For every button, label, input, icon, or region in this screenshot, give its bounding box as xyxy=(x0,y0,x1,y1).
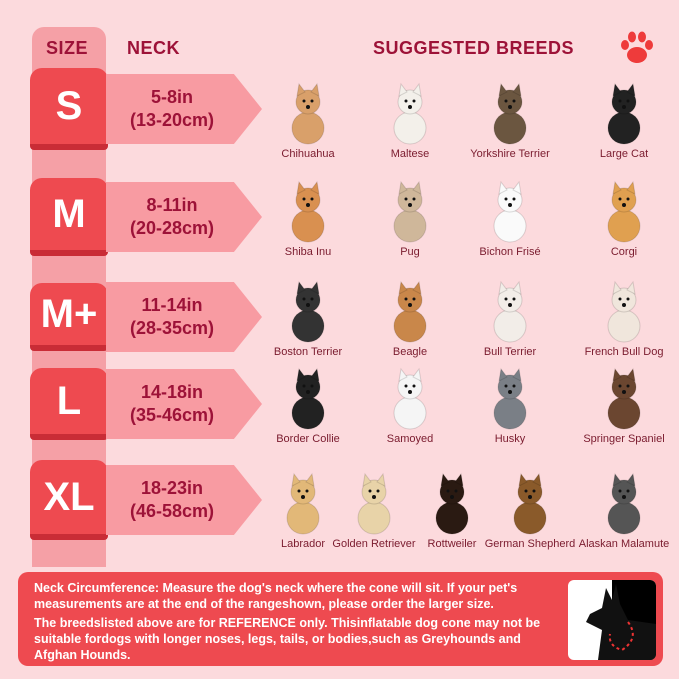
neck-range: 18-23in (46-58cm) xyxy=(106,465,262,535)
breed-name: Border Collie xyxy=(276,433,340,445)
breed-item: Pug xyxy=(355,180,465,258)
breed-item: Samoyed xyxy=(355,367,465,445)
dog-photo xyxy=(607,472,641,535)
neck-range-in: 14-18in xyxy=(140,382,204,402)
size-label: M+ xyxy=(40,291,98,336)
breed-item: Border Collie xyxy=(253,367,363,445)
dog-photo xyxy=(493,367,527,430)
breed-name: Chihuahua xyxy=(281,148,335,160)
breed-item: French Bull Dog xyxy=(569,280,679,358)
dog-photo xyxy=(393,82,427,145)
dog-photo xyxy=(493,180,527,243)
neck-range-cm: (35-46cm) xyxy=(129,405,215,425)
paw-icon xyxy=(621,31,653,63)
breed-name: German Shepherd xyxy=(484,538,576,550)
dog-photo xyxy=(607,280,641,343)
size-label: L xyxy=(56,378,82,423)
breed-name: Boston Terrier xyxy=(273,346,343,358)
size-label: M xyxy=(52,191,86,236)
breed-item: Husky xyxy=(455,367,565,445)
breed-item: Springer Spaniel xyxy=(569,367,679,445)
breed-item: German Shepherd xyxy=(475,472,585,550)
breed-item: Alaskan Malamute xyxy=(569,472,679,550)
breed-name: Bull Terrier xyxy=(483,346,537,358)
note-neck-circumference: Neck Circumference: Measure the dog's ne… xyxy=(34,581,518,611)
size-s: S xyxy=(30,68,108,150)
breed-name: Maltese xyxy=(390,148,430,160)
breed-name: Golden Retriever xyxy=(332,538,416,550)
neck-range-in: 11-14in xyxy=(141,295,203,315)
dog-photo xyxy=(286,472,320,535)
size-label: XL xyxy=(43,474,95,519)
dog-photo xyxy=(607,82,641,145)
breed-item: Large Cat xyxy=(569,82,679,160)
neck-header: NECK xyxy=(127,38,181,58)
breed-name: Corgi xyxy=(610,246,638,258)
breed-item: Maltese xyxy=(355,82,465,160)
breed-item: Chihuahua xyxy=(253,82,363,160)
breed-item: Beagle xyxy=(355,280,465,358)
dog-photo xyxy=(393,180,427,243)
size-m: M xyxy=(30,178,108,256)
breed-name: Pug xyxy=(400,246,420,258)
neck-range: 5-8in (13-20cm) xyxy=(106,74,262,144)
dog-photo xyxy=(435,472,469,535)
dog-photo xyxy=(493,280,527,343)
breed-name: Samoyed xyxy=(386,433,434,445)
neck-range: 8-11in (20-28cm) xyxy=(106,182,262,252)
breed-name: Husky xyxy=(494,433,526,445)
breed-name: Rottweiler xyxy=(427,538,477,550)
dog-photo xyxy=(493,82,527,145)
breed-name: Springer Spaniel xyxy=(583,433,665,445)
breed-item: Rottweiler xyxy=(397,472,507,550)
breed-item: Shiba Inu xyxy=(253,180,363,258)
dog-photo xyxy=(291,180,325,243)
breed-item: Yorkshire Terrier xyxy=(455,82,565,160)
dog-photo xyxy=(357,472,391,535)
breed-item: Boston Terrier xyxy=(253,280,363,358)
breed-item: Corgi xyxy=(569,180,679,258)
dog-photo xyxy=(607,180,641,243)
size-header: SIZE xyxy=(46,38,89,58)
neck-range-cm: (13-20cm) xyxy=(129,110,215,130)
size-xl: XL xyxy=(30,460,108,540)
breed-name: Yorkshire Terrier xyxy=(470,148,550,160)
neck-range-cm: (20-28cm) xyxy=(129,218,215,238)
breed-name: Bichon Frisé xyxy=(479,246,541,258)
breed-name: Beagle xyxy=(392,346,428,358)
dog-photo xyxy=(393,280,427,343)
dog-photo xyxy=(291,280,325,343)
size-label: S xyxy=(55,83,83,128)
neck-range-cm: (46-58cm) xyxy=(129,501,215,521)
breed-name: Shiba Inu xyxy=(284,246,332,258)
breed-name: Labrador xyxy=(280,538,326,550)
dog-photo xyxy=(393,367,427,430)
dog-photo xyxy=(513,472,547,535)
neck-range-in: 8-11in xyxy=(146,195,198,215)
dog-photo xyxy=(607,367,641,430)
breed-item: Bichon Frisé xyxy=(455,180,565,258)
breed-item: Bull Terrier xyxy=(455,280,565,358)
neck-range-in: 18-23in xyxy=(140,478,204,498)
dog-silhouette-image xyxy=(568,580,656,660)
neck-range: 14-18in (35-46cm) xyxy=(106,369,262,439)
breed-name: French Bull Dog xyxy=(584,346,664,358)
breeds-header: SUGGESTED BREEDS xyxy=(373,38,575,58)
breed-name: Alaskan Malamute xyxy=(578,538,670,550)
breed-name: Large Cat xyxy=(599,148,649,160)
neck-range: 11-14in (28-35cm) xyxy=(106,282,262,352)
measurement-note: Neck Circumference: Measure the dog's ne… xyxy=(18,572,663,666)
dog-photo xyxy=(291,367,325,430)
neck-range-cm: (28-35cm) xyxy=(129,318,215,338)
breed-item: Golden Retriever xyxy=(319,472,429,550)
size-m-plus: M+ xyxy=(30,283,108,351)
note-reference: The breedslisted above are for REFERENCE… xyxy=(34,616,541,662)
size-l: L xyxy=(30,368,108,440)
neck-range-in: 5-8in xyxy=(150,87,193,107)
breed-item: Labrador xyxy=(248,472,358,550)
dog-photo xyxy=(291,82,325,145)
